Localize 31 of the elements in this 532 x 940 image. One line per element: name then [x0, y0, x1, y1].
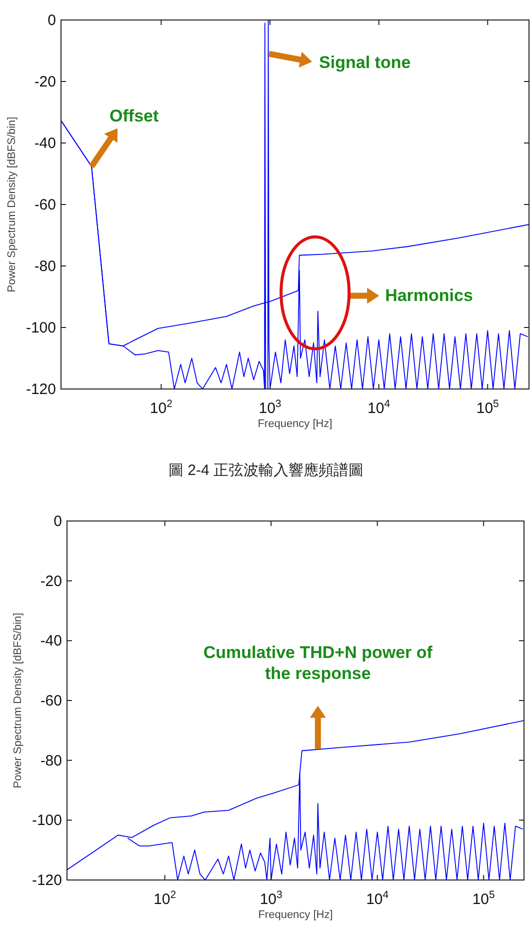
annotation: Harmonics: [385, 286, 473, 305]
y-tick-label: -60: [34, 196, 56, 214]
x-tick-label: 10$^{5}$: [472, 889, 496, 908]
x-tick-label: 10$^{3}$: [260, 889, 283, 908]
y-axis-title: Power Spectrum Density [dBFS/bin]: [12, 612, 24, 788]
y-tick-label: -20: [34, 74, 56, 90]
x-tick-label: 10$^{4}$: [368, 398, 390, 417]
x-tick-label: 10$^{2}$: [154, 889, 176, 908]
y-tick-label: -80: [34, 258, 56, 275]
y-tick-label: -80: [40, 752, 62, 770]
x-axis-title: Frequency [Hz]: [258, 418, 332, 430]
x-tick-label: 10$^{2}$: [150, 398, 173, 417]
y-tick-label: -40: [40, 632, 62, 650]
annotation: Offset: [110, 106, 159, 126]
y-tick-label: -100: [32, 812, 62, 830]
y-tick-label: -120: [32, 872, 62, 889]
y-tick-label: -20: [40, 572, 62, 590]
annotation: Cumulative THD+N power of the response: [203, 642, 433, 683]
x-axis-title: Frequency [Hz]: [258, 909, 333, 921]
y-tick-label: 0: [54, 513, 62, 530]
x-tick-label: 10$^{3}$: [258, 398, 282, 417]
y-tick-label: -40: [34, 135, 56, 152]
caption: 圖 2-4 正弦波輸入響應頻譜圖: [168, 462, 364, 479]
y-tick-label: -60: [40, 692, 62, 710]
y-axis-title: Power Spectrum Density [dBFS/bin]: [6, 116, 18, 292]
y-tick-label: -120: [26, 381, 56, 398]
y-tick-label: 0: [48, 12, 56, 29]
x-tick-label: 10$^{5}$: [476, 398, 500, 417]
annotation: Signal tone: [319, 52, 411, 72]
x-tick-label: 10$^{4}$: [366, 889, 389, 908]
y-tick-label: -100: [26, 320, 56, 336]
